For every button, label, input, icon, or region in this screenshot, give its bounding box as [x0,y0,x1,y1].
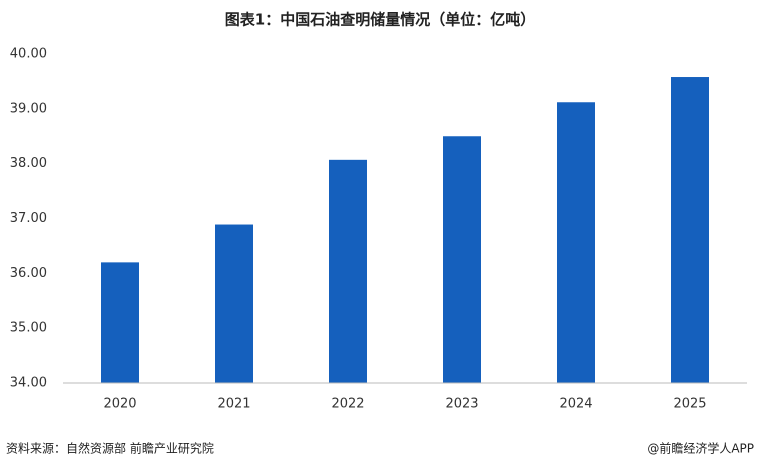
y-tick-label: 35.00 [10,321,47,336]
bar [101,262,139,383]
x-tick-label: 2023 [445,397,478,412]
y-tick-label: 34.00 [10,376,47,391]
x-tick-label: 2024 [559,397,592,412]
x-tick-label: 2020 [103,397,136,412]
y-tick-label: 36.00 [10,266,47,281]
y-tick-label: 37.00 [10,211,47,226]
bar [215,224,253,383]
x-tick-label: 2025 [673,397,706,412]
source-note: 资料来源：自然资源部 前瞻产业研究院 [6,441,214,456]
y-tick-label: 39.00 [10,101,47,116]
x-tick-label: 2022 [331,397,364,412]
bar [329,159,367,383]
y-tick-label: 40.00 [10,47,47,62]
bar [671,77,709,383]
y-tick-label: 38.00 [10,156,47,171]
bar [443,136,481,383]
chart-title: 图表1：中国石油查明储量情况（单位：亿吨） [225,11,535,29]
credit: @前瞻经济学人APP [647,441,754,456]
bar [557,102,595,384]
x-tick-label: 2021 [217,397,250,412]
